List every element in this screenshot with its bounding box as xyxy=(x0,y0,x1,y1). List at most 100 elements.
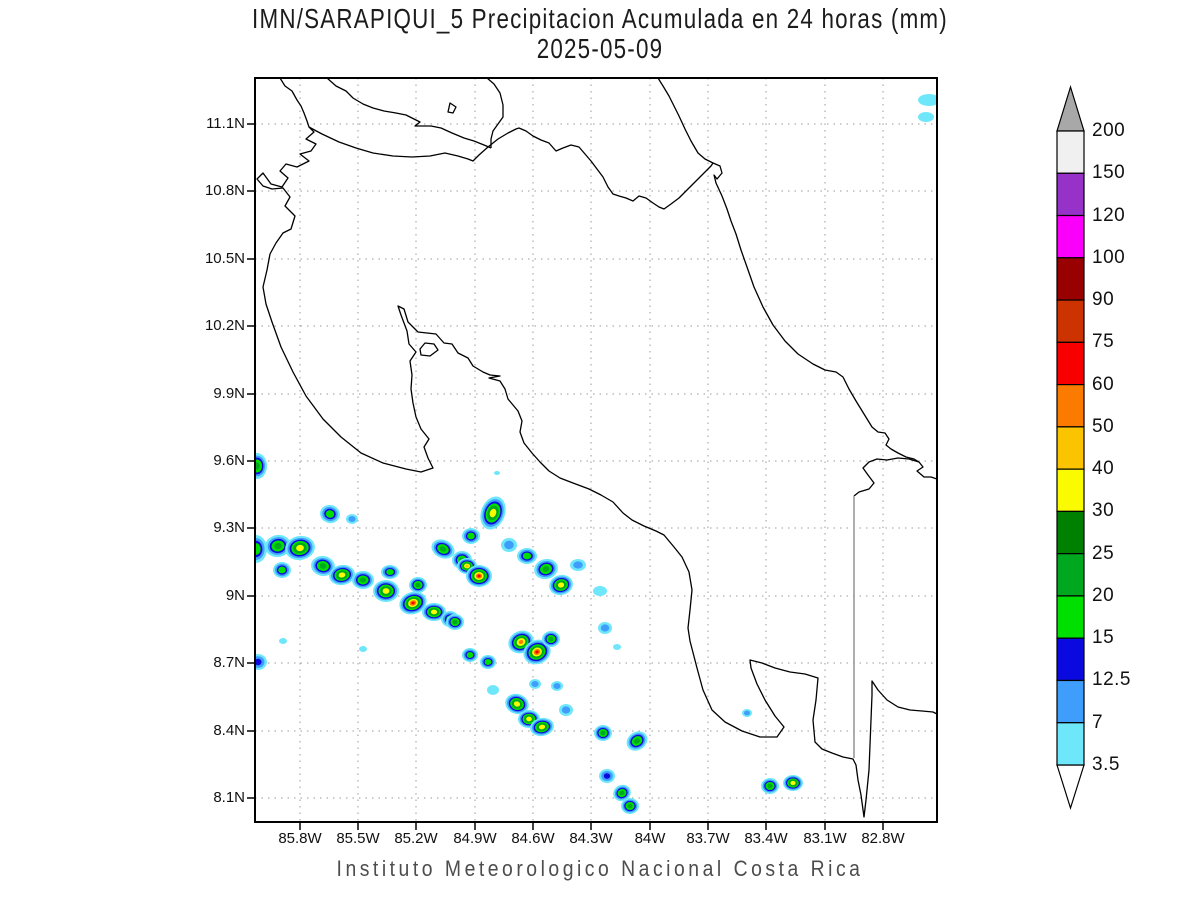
colorbar-boundary-label: 3.5 xyxy=(1092,754,1120,775)
precip-cell xyxy=(594,725,612,741)
precip-cell xyxy=(285,535,315,561)
lon-tick-label: 85.5W xyxy=(336,830,380,847)
precip-cell xyxy=(462,528,480,544)
lat-tick-label: 11.1N xyxy=(206,115,245,132)
colorbar-boundary-label: 120 xyxy=(1092,204,1126,226)
precip-cell xyxy=(742,709,752,717)
colorbar-boundary-label: 100 xyxy=(1092,246,1126,268)
colorbar-boundary-label: 12.5 xyxy=(1092,669,1131,691)
colorbar-segment xyxy=(1056,341,1085,386)
colorbar-boundary-label: 25 xyxy=(1092,542,1115,564)
axis-ticks xyxy=(247,123,884,830)
lat-tick-label: 10.8N xyxy=(204,182,245,199)
colorbar-boundary-label: 75 xyxy=(1092,331,1115,353)
caribbean-coastline-path xyxy=(657,78,937,480)
precip-cell xyxy=(466,565,492,587)
precip-cell xyxy=(462,648,478,662)
colorbar-segment xyxy=(1056,299,1085,343)
lon-tick-label: 83.7W xyxy=(686,830,730,847)
footer-credit: Instituto Meteorologico Nacional Costa R… xyxy=(336,856,864,881)
precip-cell xyxy=(783,775,803,791)
precip-cell xyxy=(918,94,937,106)
colorbar-over-arrow xyxy=(1056,84,1085,132)
colorbar xyxy=(1056,84,1085,811)
lat-tick-label: 9.3N xyxy=(213,519,245,536)
precip-cell xyxy=(409,577,427,593)
precip-cell xyxy=(446,614,464,630)
precip-cell xyxy=(265,534,291,558)
lat-tick-label: 10.2N xyxy=(204,317,245,334)
colorbar-segment xyxy=(1056,172,1085,217)
lon-tick-label: 83.4W xyxy=(744,830,788,847)
colorbar-segment xyxy=(1056,468,1085,512)
title-line-1: IMN/SARAPIQUI_5 Precipitacion Acumulada … xyxy=(252,3,948,34)
lat-tick-label: 10.5N xyxy=(204,250,245,267)
colorbar-segment xyxy=(1056,722,1085,766)
lake-nicaragua-shore-path xyxy=(326,78,504,149)
chira-island-path xyxy=(419,342,439,357)
precip-cell xyxy=(517,548,537,564)
precip-cell xyxy=(613,644,621,650)
colorbar-boundary-label: 20 xyxy=(1092,584,1115,606)
gridlines xyxy=(255,78,937,822)
colorbar-under-arrow xyxy=(1056,764,1085,811)
chart-title: IMN/SARAPIQUI_5 Precipitacion Acumulada … xyxy=(252,3,948,64)
colorbar-segment xyxy=(1056,510,1085,555)
colorbar-segment xyxy=(1056,553,1085,597)
lon-tick-label: 83.1W xyxy=(803,830,847,847)
colorbar-boundary-label: 90 xyxy=(1092,289,1115,311)
precip-cell xyxy=(273,562,291,578)
precip-cell xyxy=(523,639,551,665)
precip-cell xyxy=(593,586,607,596)
precip-cell xyxy=(529,679,541,689)
lat-tick-label: 9N xyxy=(225,587,245,604)
lon-tick-label: 85.2W xyxy=(394,830,438,847)
precip-cell xyxy=(534,558,558,580)
colorbar-boundary-label: 40 xyxy=(1092,458,1115,480)
precip-cell xyxy=(551,681,563,691)
precip-cell xyxy=(329,564,355,586)
colorbar-boundary-label: 60 xyxy=(1092,373,1115,395)
colorbar-boundary-label: 200 xyxy=(1092,120,1126,141)
colorbar-boundary-label: 7 xyxy=(1092,711,1104,733)
precip-cell xyxy=(761,778,779,794)
precip-cell xyxy=(480,496,506,530)
precip-cell xyxy=(352,571,374,589)
precip-cell xyxy=(320,504,340,524)
precip-cell xyxy=(918,112,934,122)
precip-cell xyxy=(599,769,615,783)
title-date: 2025-05-09 xyxy=(536,33,664,64)
lat-tick-label: 8.4N xyxy=(213,722,245,739)
colorbar-segment xyxy=(1056,679,1085,724)
lon-tick-label: 84.9W xyxy=(453,830,497,847)
precip-cell xyxy=(373,580,399,602)
precip-cell xyxy=(598,622,612,634)
precip-cell xyxy=(480,655,496,669)
colorbar-segment xyxy=(1056,214,1085,259)
colorbar-segment xyxy=(1056,637,1085,682)
nicaragua-border-river-path xyxy=(308,126,714,210)
precip-cell xyxy=(381,565,399,579)
precip-cell xyxy=(346,514,358,524)
lat-tick-label: 8.1N xyxy=(213,789,245,806)
coastlines xyxy=(256,78,937,818)
colorbar-boundary-label: 30 xyxy=(1092,500,1115,522)
precip-cell xyxy=(621,798,639,814)
pacific-coastline-path xyxy=(256,78,937,818)
precip-cell xyxy=(279,638,287,644)
lon-tick-label: 85.8W xyxy=(278,830,322,847)
lat-tick-label: 9.6N xyxy=(213,452,245,469)
lon-tick-label: 82.8W xyxy=(861,830,905,847)
precip-cell xyxy=(542,631,560,647)
precip-cell xyxy=(422,603,446,621)
precip-cell xyxy=(626,731,648,751)
colorbar-segment xyxy=(1056,384,1085,428)
colorbar-segment xyxy=(1056,257,1085,301)
lon-tick-label: 84W xyxy=(634,830,666,847)
precipitation-cells xyxy=(255,94,937,814)
colorbar-boundary-label: 150 xyxy=(1092,162,1126,184)
precip-cell xyxy=(359,646,367,652)
precip-cell xyxy=(530,717,554,737)
precip-cell xyxy=(431,539,455,559)
colorbar-boundary-label: 15 xyxy=(1092,627,1115,649)
